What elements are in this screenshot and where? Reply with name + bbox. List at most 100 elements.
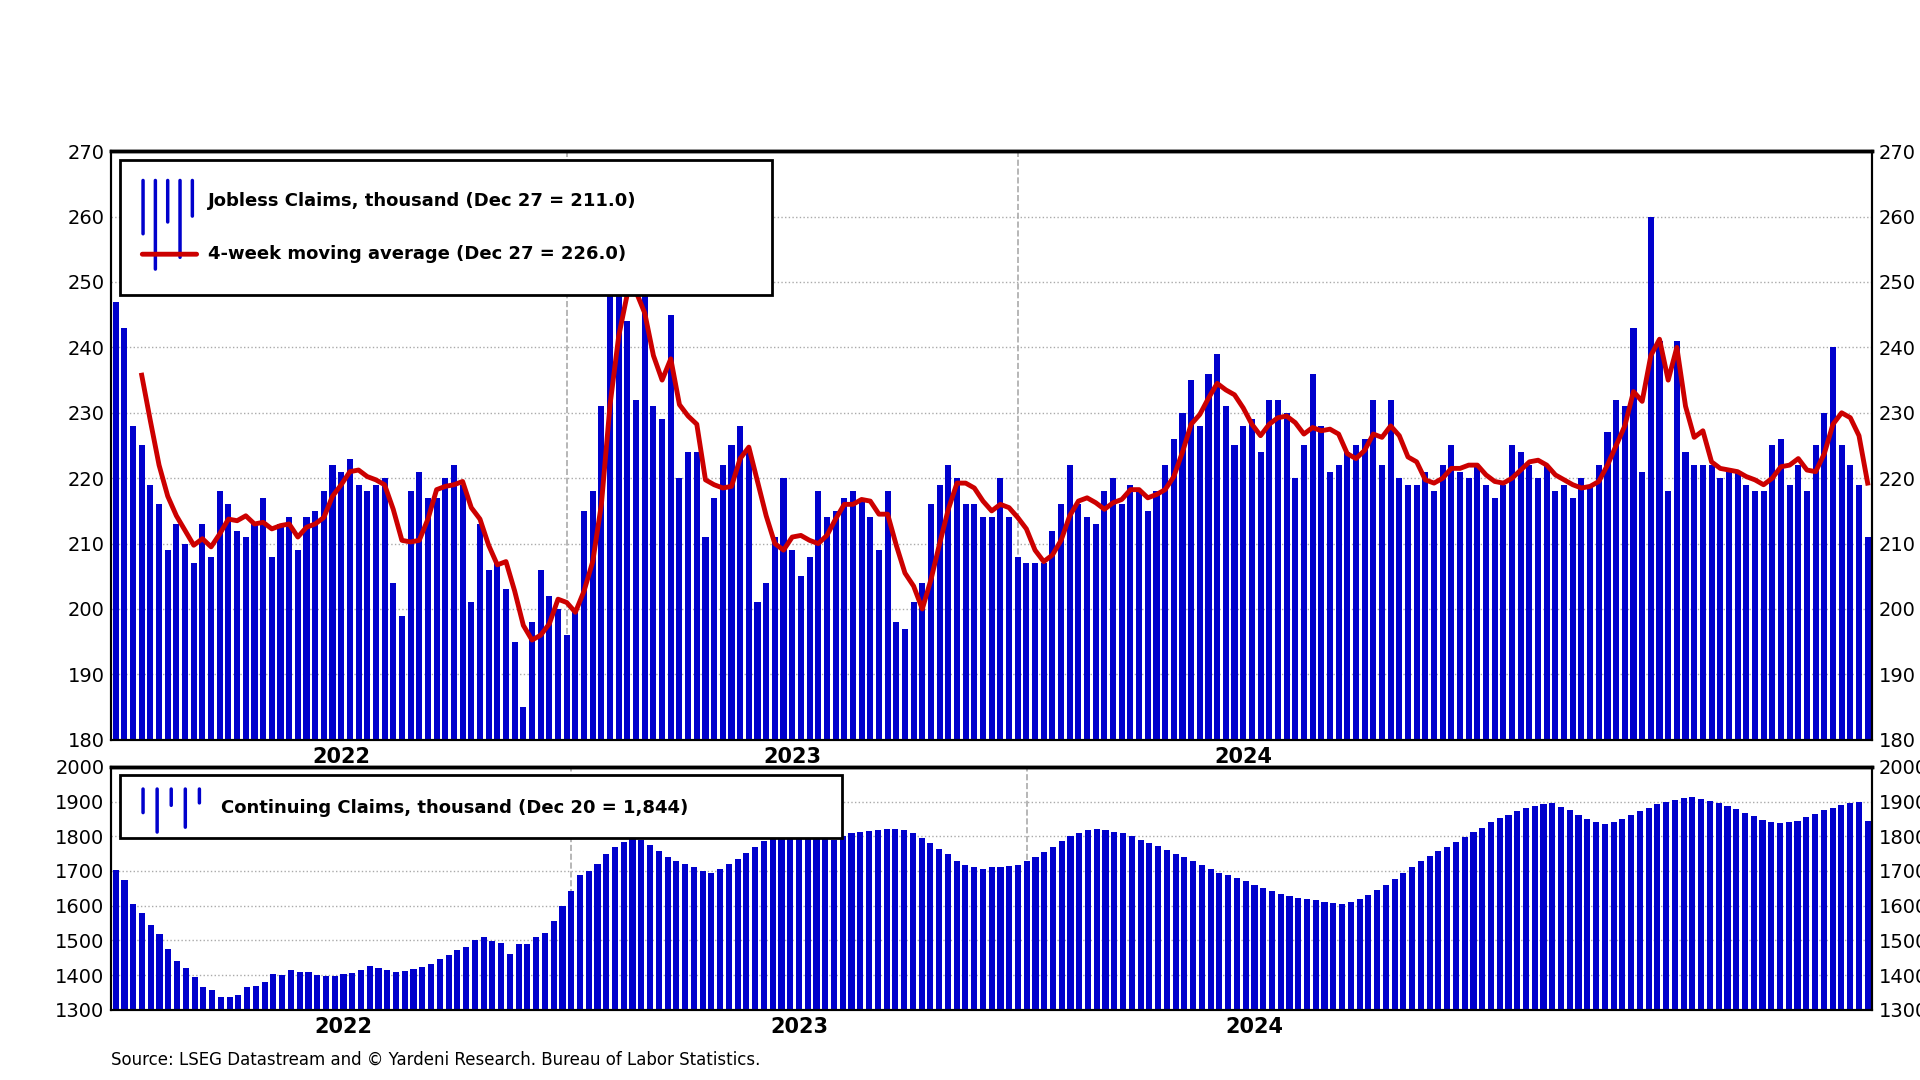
Bar <box>1465 478 1473 1080</box>
Bar <box>1277 893 1284 1080</box>
Bar <box>745 453 753 1080</box>
Bar <box>902 629 908 1080</box>
Bar <box>1050 530 1056 1080</box>
Bar <box>1478 827 1486 1080</box>
Bar <box>851 491 856 1080</box>
Bar <box>225 504 232 1080</box>
Bar <box>1365 894 1371 1080</box>
Bar <box>1436 851 1442 1080</box>
Bar <box>1509 445 1515 1080</box>
Bar <box>1830 348 1836 1080</box>
Bar <box>394 972 399 1080</box>
Text: INITIAL & CONTINUING: INITIAL & CONTINUING <box>129 65 449 90</box>
Bar <box>559 906 566 1080</box>
Bar <box>1023 563 1029 1080</box>
Bar <box>1110 478 1116 1080</box>
Bar <box>486 570 492 1080</box>
Bar <box>365 491 371 1080</box>
Bar <box>1716 804 1722 1080</box>
Bar <box>1837 805 1845 1080</box>
Bar <box>858 498 864 1080</box>
Bar <box>1252 885 1258 1080</box>
Bar <box>1588 485 1594 1080</box>
Bar <box>589 491 595 1080</box>
Bar <box>286 517 292 1080</box>
Bar <box>200 524 205 1080</box>
Bar <box>401 971 407 1080</box>
Bar <box>1413 485 1419 1080</box>
Bar <box>173 524 179 1080</box>
Bar <box>726 864 732 1080</box>
Bar <box>1190 861 1196 1080</box>
Bar <box>1286 896 1292 1080</box>
Bar <box>599 406 605 1080</box>
Bar <box>1645 808 1651 1080</box>
Bar <box>1357 899 1363 1080</box>
Bar <box>1242 880 1248 1080</box>
Bar <box>856 832 864 1080</box>
Bar <box>1682 453 1688 1080</box>
Bar <box>868 517 874 1080</box>
Bar <box>1724 806 1730 1080</box>
Bar <box>603 853 609 1080</box>
Bar <box>455 950 461 1080</box>
Bar <box>972 867 977 1080</box>
Bar <box>340 974 346 1080</box>
Bar <box>910 603 916 1080</box>
Bar <box>831 840 837 1080</box>
Bar <box>1709 465 1715 1080</box>
Bar <box>822 836 828 1080</box>
Bar <box>1171 438 1177 1080</box>
Bar <box>445 955 451 1080</box>
Bar <box>1457 472 1463 1080</box>
Bar <box>1553 491 1559 1080</box>
Bar <box>708 873 714 1080</box>
Bar <box>1665 491 1670 1080</box>
Bar <box>541 933 547 1080</box>
Bar <box>1058 841 1066 1080</box>
Bar <box>1500 485 1507 1080</box>
Bar <box>753 847 758 1080</box>
Bar <box>806 556 812 1080</box>
Bar <box>937 850 943 1080</box>
Bar <box>1361 438 1367 1080</box>
Bar <box>804 829 810 1080</box>
Text: 4-week moving average (Dec 27 = 226.0): 4-week moving average (Dec 27 = 226.0) <box>207 245 626 264</box>
Bar <box>357 970 365 1080</box>
Bar <box>703 537 708 1080</box>
Text: Source: LSEG Datastream and © Yardeni Research. Bureau of Labor Statistics.: Source: LSEG Datastream and © Yardeni Re… <box>111 1051 760 1069</box>
Bar <box>190 563 196 1080</box>
Bar <box>693 453 699 1080</box>
Bar <box>1453 842 1459 1080</box>
Bar <box>1857 485 1862 1080</box>
Bar <box>511 642 518 1080</box>
Bar <box>685 453 691 1080</box>
Bar <box>1181 858 1187 1080</box>
Bar <box>883 829 889 1080</box>
Bar <box>547 596 553 1080</box>
Bar <box>1006 517 1012 1080</box>
Bar <box>691 867 697 1080</box>
Bar <box>1382 885 1388 1080</box>
Bar <box>1759 820 1766 1080</box>
Bar <box>192 977 198 1080</box>
Bar <box>1567 810 1572 1080</box>
Bar <box>1461 837 1467 1080</box>
Bar <box>1258 453 1263 1080</box>
Bar <box>816 491 822 1080</box>
Bar <box>893 829 899 1080</box>
Bar <box>1440 465 1446 1080</box>
Bar <box>1354 445 1359 1080</box>
Bar <box>1085 517 1091 1080</box>
Bar <box>288 970 294 1080</box>
Bar <box>900 829 906 1080</box>
Bar <box>1321 902 1327 1080</box>
Bar <box>434 498 440 1080</box>
Bar <box>659 419 664 1080</box>
Bar <box>1379 465 1384 1080</box>
FancyBboxPatch shape <box>121 775 843 838</box>
Bar <box>1196 426 1202 1080</box>
Bar <box>156 934 163 1080</box>
Bar <box>131 904 136 1080</box>
Bar <box>1033 563 1039 1080</box>
